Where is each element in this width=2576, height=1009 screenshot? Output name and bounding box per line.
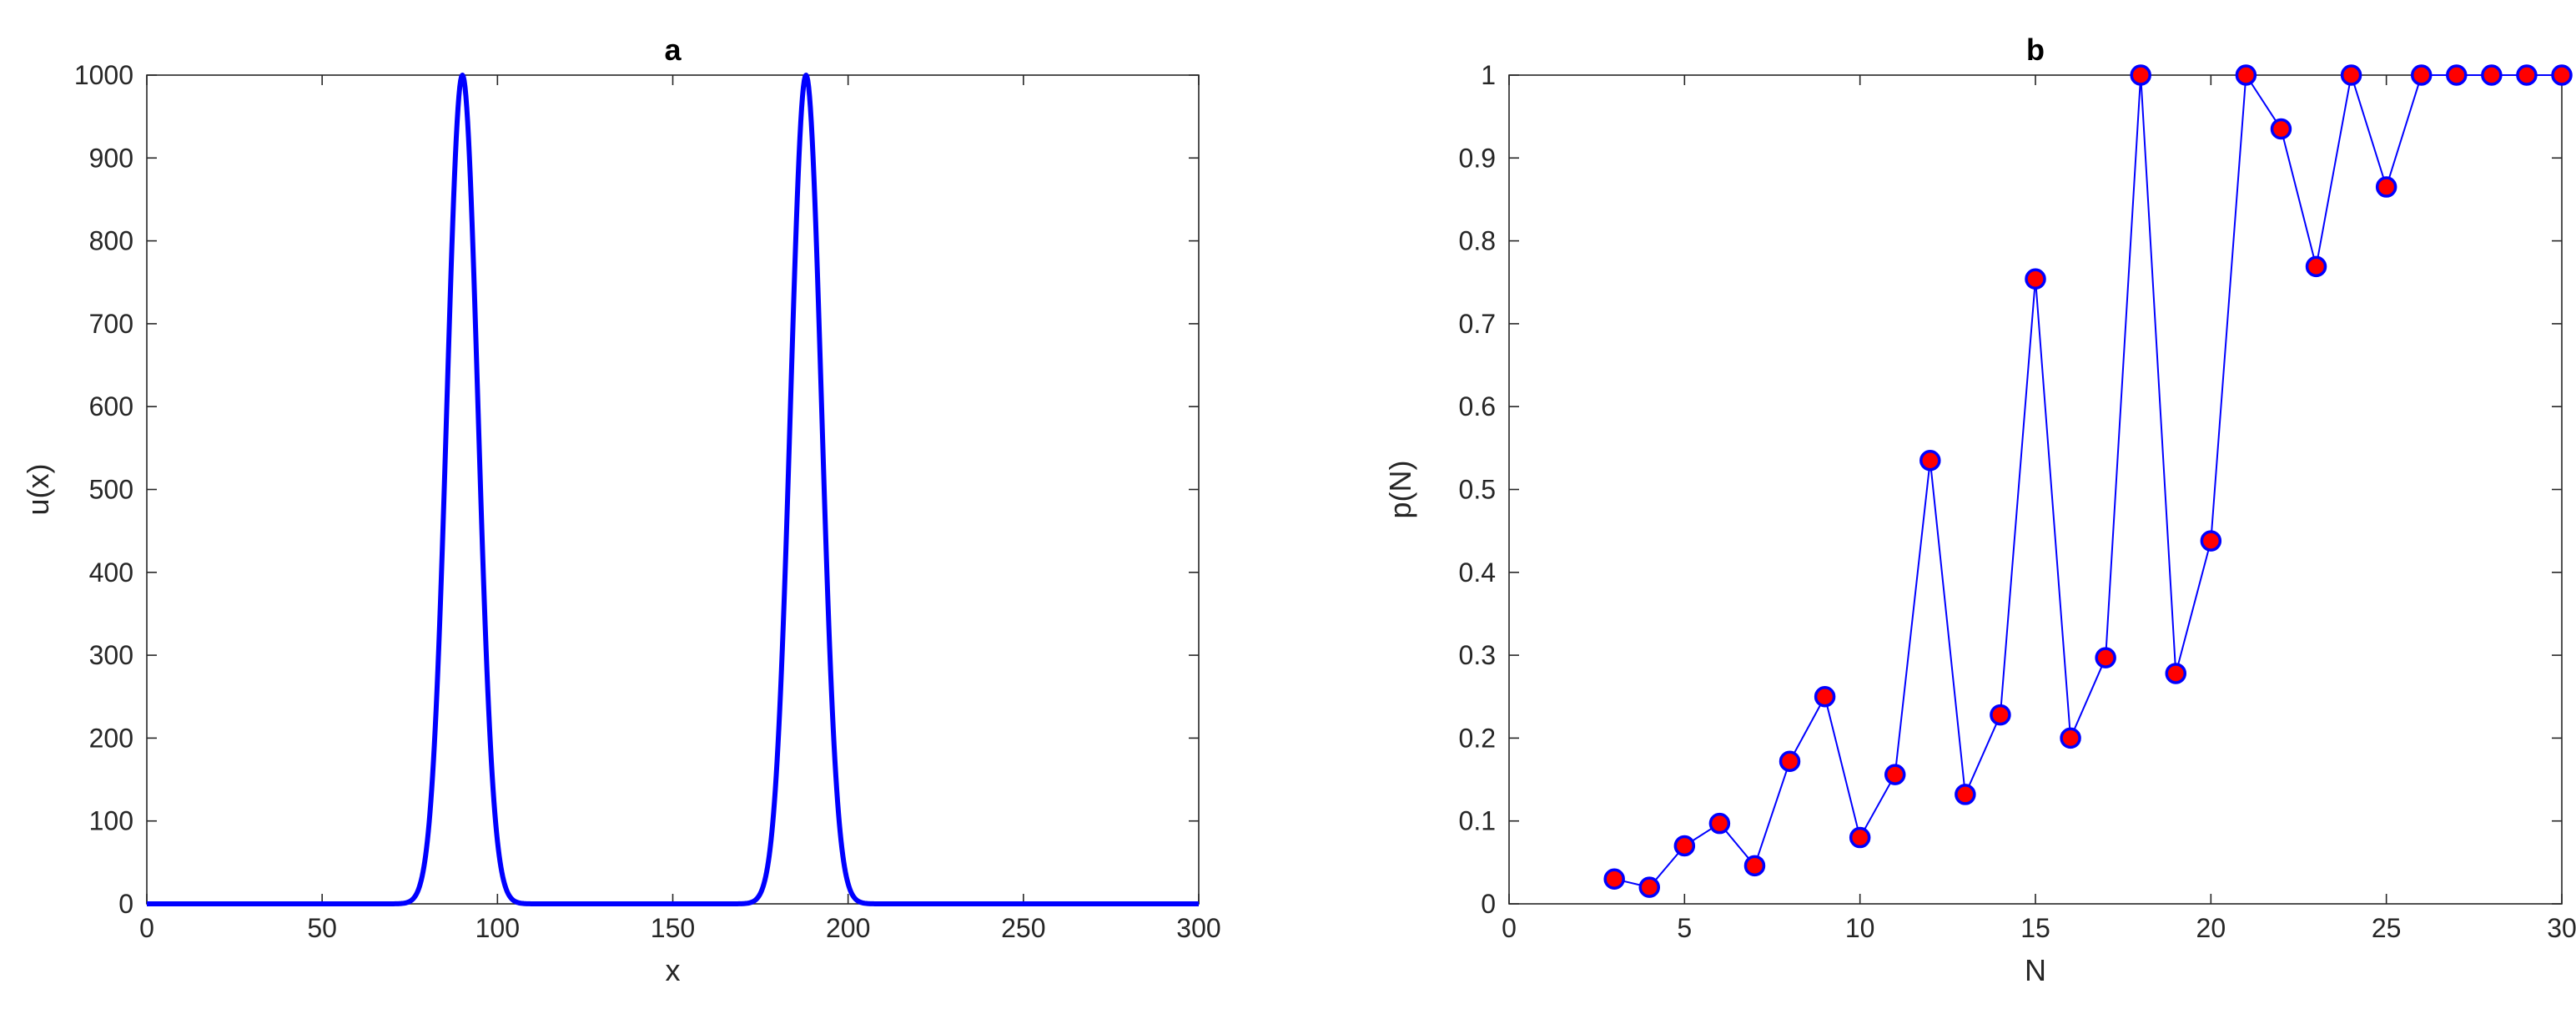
panel-b-y-tick-label: 0.2 xyxy=(1459,723,1496,753)
panel-b-data-point xyxy=(1638,876,1661,898)
panel-b-data-point xyxy=(2340,64,2362,86)
panel-b-y-tick-label: 0.8 xyxy=(1459,226,1496,256)
panel-a-x-tick-label: 250 xyxy=(1001,913,1045,943)
panel-b-data-point xyxy=(2270,118,2292,140)
panel-b-y-tick-label: 0.3 xyxy=(1459,640,1496,670)
panel-b-data-point xyxy=(2481,64,2503,86)
panel-b-x-tick-label: 0 xyxy=(1502,913,1517,943)
panel-a-x-tick-label: 200 xyxy=(826,913,870,943)
panel-b-data-point xyxy=(1673,835,1696,857)
panel-b: b N p(N) 0 5 10 15 20 25 30 0 0.1 0.2 0.3 0.4 0.5 0.6… xyxy=(1383,33,2576,987)
panel-b-data-point xyxy=(2060,727,2081,749)
panel-a-y-tick-label: 600 xyxy=(89,391,133,421)
panel-a-y-tick-label: 300 xyxy=(89,640,133,670)
panel-b-y-tick-label: 0.6 xyxy=(1459,391,1496,421)
panel-b-data-point xyxy=(1603,868,1625,890)
panel-b-x-axis-label: N xyxy=(2025,953,2046,987)
panel-b-data-point xyxy=(2095,647,2116,668)
panel-a-x-axis-label: x xyxy=(666,953,681,987)
panel-a-y-tick-label: 400 xyxy=(89,557,133,588)
panel-b-y-tick-label: 0.4 xyxy=(1459,557,1496,588)
panel-b-data-point xyxy=(1814,686,1836,708)
panel-b-data-point xyxy=(1990,704,2011,726)
panel-a-y-tick-label: 800 xyxy=(89,226,133,256)
panel-b-data-point xyxy=(2025,268,2046,290)
panel-a-y-tick-label: 100 xyxy=(89,806,133,836)
panel-b-data-point xyxy=(1919,449,1941,472)
panel-a-x-tick-label: 50 xyxy=(307,913,337,943)
panel-a-y-tick-label: 0 xyxy=(118,889,133,919)
panel-a-y-axis-label: u(x) xyxy=(21,464,55,516)
panel-b-data-point xyxy=(1708,812,1731,835)
panel-b-x-tick-label: 20 xyxy=(2196,913,2226,943)
panel-a-y-tick-label: 200 xyxy=(89,723,133,753)
panel-b-x-tick-label: 15 xyxy=(2020,913,2050,943)
panel-a-x-tick-label: 0 xyxy=(139,913,154,943)
panel-a-y-tick-label: 900 xyxy=(89,143,133,173)
panel-b-y-tick-label: 0.9 xyxy=(1459,143,1496,173)
panel-a-series-line xyxy=(145,73,1200,906)
panel-b-axes-frame xyxy=(1508,74,2563,905)
panel-b-y-tick-label: 0.5 xyxy=(1459,475,1496,505)
panel-b-title: b xyxy=(2026,33,2045,67)
panel-b-x-tick-label: 10 xyxy=(1845,913,1875,943)
panel-b-y-tick-label: 0 xyxy=(1481,889,1496,919)
panel-b-data-point xyxy=(2551,64,2573,86)
panel-b-data-point xyxy=(2200,530,2222,552)
panel-a-x-tick-label: 100 xyxy=(475,913,520,943)
panel-a-axes-frame xyxy=(146,74,1200,905)
panel-b-data-point xyxy=(1779,750,1801,772)
panel-b-data-point xyxy=(2410,64,2433,86)
panel-b-data-point xyxy=(2130,64,2151,86)
panel-b-data-point xyxy=(2446,64,2468,86)
panel-b-series-line xyxy=(1613,72,2562,889)
panel-a-title: a xyxy=(664,33,682,67)
panel-b-y-axis-label: p(N) xyxy=(1383,461,1417,519)
panel-a-x-tick-label: 150 xyxy=(651,913,695,943)
panel-b-data-point xyxy=(2235,64,2257,86)
panel-b-y-tick-label: 0.7 xyxy=(1459,309,1496,339)
panel-b-data-point xyxy=(1884,764,1906,785)
panel-a: a x u(x) 0 50 100 150 200 250 300 0 100 200 300 400… xyxy=(21,33,1221,987)
panel-b-y-tick-label: 0.1 xyxy=(1459,806,1496,836)
panel-b-data-point xyxy=(2516,64,2538,86)
panel-b-data-point xyxy=(1743,855,1766,877)
panel-b-y-tick-label: 1 xyxy=(1481,60,1496,90)
panel-a-x-tick-label: 300 xyxy=(1176,913,1220,943)
panel-b-x-tick-label: 25 xyxy=(2372,913,2402,943)
panel-b-data-point xyxy=(2305,255,2327,278)
panel-b-x-tick-label: 30 xyxy=(2547,913,2576,943)
panel-a-y-tick-label: 1000 xyxy=(74,60,133,90)
panel-b-data-point xyxy=(2165,663,2187,684)
panel-b-data-point xyxy=(1849,826,1871,849)
panel-a-y-tick-label: 700 xyxy=(89,309,133,339)
panel-b-x-tick-label: 5 xyxy=(1677,913,1692,943)
panel-b-data-point xyxy=(1955,784,1976,805)
panel-b-data-point xyxy=(2375,176,2397,198)
panel-a-y-tick-label: 500 xyxy=(89,475,133,505)
